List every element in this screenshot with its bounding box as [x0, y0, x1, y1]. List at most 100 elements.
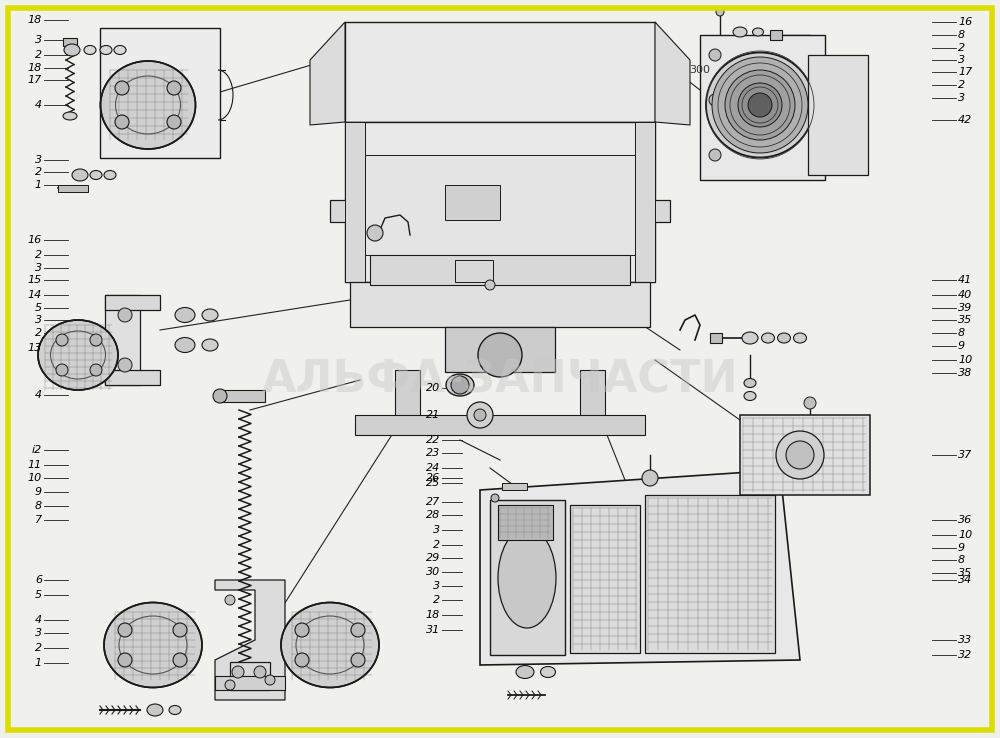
Text: 10: 10: [958, 355, 972, 365]
Ellipse shape: [90, 170, 102, 179]
Circle shape: [225, 680, 235, 690]
Ellipse shape: [101, 61, 196, 149]
Text: 27: 27: [426, 497, 440, 507]
Ellipse shape: [516, 666, 534, 678]
Ellipse shape: [175, 337, 195, 353]
Circle shape: [213, 389, 227, 403]
Circle shape: [491, 494, 499, 502]
Circle shape: [709, 94, 721, 106]
Text: 17: 17: [28, 75, 42, 85]
Text: 30: 30: [426, 567, 440, 577]
Ellipse shape: [175, 308, 195, 323]
Text: 18: 18: [426, 610, 440, 620]
Bar: [770, 30, 782, 40]
Circle shape: [232, 666, 244, 678]
Bar: [502, 483, 527, 490]
Text: 7: 7: [35, 515, 42, 525]
Text: 4: 4: [35, 100, 42, 110]
Ellipse shape: [38, 320, 118, 390]
Text: 3: 3: [35, 628, 42, 638]
Bar: [635, 122, 655, 282]
Text: 9: 9: [958, 341, 965, 351]
Bar: [365, 155, 635, 255]
Circle shape: [56, 334, 68, 346]
Bar: [345, 122, 365, 282]
Text: 2: 2: [958, 80, 965, 90]
Circle shape: [467, 402, 493, 428]
Circle shape: [709, 49, 721, 61]
Text: 10: 10: [958, 530, 972, 540]
Text: 300: 300: [690, 65, 710, 75]
Polygon shape: [310, 22, 345, 125]
Text: 28: 28: [426, 510, 440, 520]
Text: 3: 3: [35, 315, 42, 325]
Ellipse shape: [202, 309, 218, 321]
Text: 17: 17: [958, 67, 972, 77]
Text: 11: 11: [28, 460, 42, 470]
Circle shape: [173, 623, 187, 637]
Circle shape: [265, 675, 275, 685]
Ellipse shape: [104, 170, 116, 179]
Circle shape: [167, 81, 181, 95]
Text: 1: 1: [35, 658, 42, 668]
Text: 31: 31: [426, 625, 440, 635]
Bar: [230, 662, 270, 690]
Text: 18: 18: [28, 15, 42, 25]
Text: 2: 2: [433, 595, 440, 605]
Text: 22: 22: [426, 435, 440, 445]
Circle shape: [295, 653, 309, 667]
Circle shape: [90, 334, 102, 346]
Ellipse shape: [147, 704, 163, 716]
Circle shape: [115, 81, 129, 95]
Bar: [105, 295, 140, 385]
Ellipse shape: [744, 379, 756, 387]
Polygon shape: [215, 580, 285, 700]
Circle shape: [90, 364, 102, 376]
Text: 37: 37: [958, 450, 972, 460]
Text: 13: 13: [28, 343, 42, 353]
Circle shape: [712, 57, 808, 153]
Circle shape: [351, 623, 365, 637]
Text: 2: 2: [35, 328, 42, 338]
Text: 26: 26: [426, 473, 440, 483]
Circle shape: [725, 70, 795, 140]
Bar: [100, 28, 220, 158]
Ellipse shape: [64, 44, 80, 56]
Text: 2: 2: [35, 643, 42, 653]
Circle shape: [56, 364, 68, 376]
Bar: [700, 35, 825, 180]
Text: 10: 10: [28, 473, 42, 483]
Circle shape: [474, 409, 486, 421]
Ellipse shape: [762, 333, 774, 343]
Ellipse shape: [72, 169, 88, 181]
Circle shape: [478, 333, 522, 377]
Text: 8: 8: [958, 328, 965, 338]
Bar: [498, 505, 553, 540]
Text: 23: 23: [426, 448, 440, 458]
Text: 35: 35: [958, 315, 972, 325]
Text: 29: 29: [426, 553, 440, 563]
Text: 36: 36: [958, 515, 972, 525]
Text: 32: 32: [958, 650, 972, 660]
Ellipse shape: [540, 666, 556, 677]
Text: 25: 25: [426, 478, 440, 488]
Bar: [570, 505, 640, 653]
Text: 1: 1: [35, 180, 42, 190]
Circle shape: [485, 280, 495, 290]
Circle shape: [254, 666, 266, 678]
Text: 39: 39: [958, 303, 972, 313]
Text: 4: 4: [35, 615, 42, 625]
Circle shape: [642, 470, 658, 486]
Circle shape: [709, 149, 721, 161]
Ellipse shape: [202, 339, 218, 351]
Text: 33: 33: [958, 635, 972, 645]
Ellipse shape: [281, 602, 379, 688]
Bar: [58, 185, 88, 192]
Circle shape: [118, 308, 132, 322]
Text: 3: 3: [433, 581, 440, 591]
Text: 21: 21: [426, 410, 440, 420]
Text: 41: 41: [958, 275, 972, 285]
Bar: [63, 38, 77, 46]
Bar: [395, 370, 420, 430]
Text: 2: 2: [35, 250, 42, 260]
